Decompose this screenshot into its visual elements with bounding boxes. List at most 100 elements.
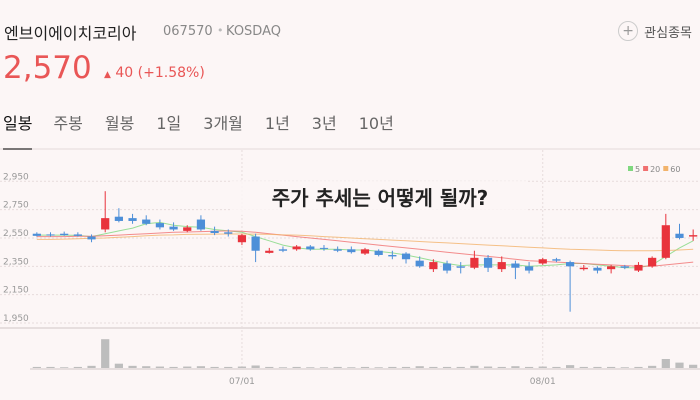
volume-bar — [607, 366, 616, 368]
volume-bar — [593, 366, 602, 368]
candle-body — [169, 226, 178, 230]
candle-body — [265, 250, 274, 253]
candle-body — [114, 216, 123, 221]
change-value: 40 — [115, 65, 134, 81]
volume-bar — [46, 366, 55, 368]
tab[interactable]: 주봉 — [53, 114, 83, 133]
candle-body — [32, 233, 41, 236]
candle-body — [483, 257, 493, 268]
candle-body — [442, 263, 452, 271]
candle-body — [278, 249, 288, 251]
favorite-label: 관심종목 — [644, 25, 692, 41]
candle-body — [552, 259, 561, 261]
candle-body — [566, 262, 575, 267]
tab-bar: 일봉 주봉 월봉 1일 3개월 1년 3년 10년 — [3, 110, 416, 150]
y-tick-label: 2,150 — [3, 286, 29, 296]
volume-bar — [566, 365, 575, 368]
candle-body — [470, 257, 479, 268]
volume-bar — [32, 366, 41, 368]
candle-body — [620, 266, 629, 268]
candle-body — [251, 236, 260, 251]
candle-body — [333, 249, 342, 251]
candle-body — [497, 262, 506, 270]
stock-code: 067570 — [163, 24, 213, 39]
legend-swatch — [663, 166, 669, 171]
change: ▲ 40 (+1.58%) — [104, 65, 205, 81]
stock-name: 엔브이에이치코리아 — [4, 24, 137, 43]
y-tick-label: 2,350 — [3, 257, 29, 267]
volume-bar — [169, 366, 178, 368]
volume-bar — [128, 365, 137, 368]
tab[interactable]: 월봉 — [104, 114, 135, 133]
tab[interactable]: 1일 — [156, 114, 182, 133]
volume-bar — [538, 366, 547, 368]
candle-body — [46, 234, 55, 236]
volume-bar — [524, 366, 534, 368]
volume-bar — [675, 362, 684, 368]
legend-label: 60 — [670, 165, 680, 174]
candle-body — [401, 253, 411, 260]
candle-body — [347, 249, 356, 253]
change-pct: (+1.58%) — [137, 65, 205, 81]
tab[interactable]: 10년 — [358, 114, 394, 133]
legend-label: 20 — [650, 165, 660, 174]
volume-bar — [292, 366, 301, 368]
volume-bar — [429, 366, 438, 368]
volume-bar — [374, 367, 383, 368]
tab[interactable]: 1년 — [264, 114, 290, 133]
candle-body — [415, 260, 424, 267]
candle-body — [196, 219, 206, 230]
volume-bar — [319, 367, 329, 368]
caption: 주가 추세는 어떻게 될까? — [272, 186, 489, 210]
volume-bar — [689, 364, 698, 368]
caption-bg — [232, 181, 528, 215]
volume-bar — [648, 365, 657, 368]
candle-body — [87, 236, 96, 240]
candle-body — [224, 232, 233, 234]
tab[interactable]: 3개월 — [203, 114, 243, 133]
candle-body — [634, 264, 643, 271]
candle-body — [524, 266, 534, 271]
volume-bar — [442, 366, 452, 368]
ma-line — [36, 230, 694, 267]
x-tick-label: 07/01 — [229, 377, 255, 387]
volume-bar — [388, 366, 397, 368]
legend-swatch — [628, 166, 633, 171]
candle-body — [60, 233, 69, 236]
candle-body — [661, 225, 670, 258]
volume-bar — [620, 367, 629, 368]
y-tick-label: 2,750 — [3, 201, 29, 211]
volume-bar — [114, 363, 123, 368]
candle-body — [538, 259, 547, 264]
volume-bar — [87, 365, 96, 368]
candle-body — [511, 263, 520, 268]
volume-bar — [401, 366, 411, 368]
candle-body — [579, 267, 588, 270]
candle-body — [374, 250, 383, 255]
volume-bar — [224, 366, 233, 368]
favorite-button[interactable]: + 관심종목 — [618, 21, 692, 41]
legend-swatch — [643, 166, 649, 171]
volume-bar — [237, 366, 247, 368]
ma-line — [36, 233, 694, 252]
candle-body — [648, 257, 657, 267]
y-tick-label: 2,950 — [3, 172, 29, 182]
up-arrow: ▲ — [104, 70, 111, 80]
volume-bar — [333, 366, 342, 368]
volume-bar — [142, 366, 151, 368]
volume-bar — [210, 366, 219, 368]
candle-body — [607, 266, 616, 270]
candle-body — [675, 233, 684, 238]
volume-bar — [511, 366, 520, 368]
candle-body — [237, 235, 247, 243]
volume-bar — [497, 366, 506, 368]
separator: • — [217, 24, 224, 37]
tab[interactable]: 3년 — [311, 114, 337, 133]
y-tick-label: 1,950 — [3, 314, 29, 324]
volume-bar — [73, 366, 82, 368]
volume-bar — [155, 366, 164, 368]
x-tick-label: 08/01 — [530, 377, 556, 387]
volume-bar — [306, 367, 315, 368]
volume-bar — [347, 367, 356, 368]
